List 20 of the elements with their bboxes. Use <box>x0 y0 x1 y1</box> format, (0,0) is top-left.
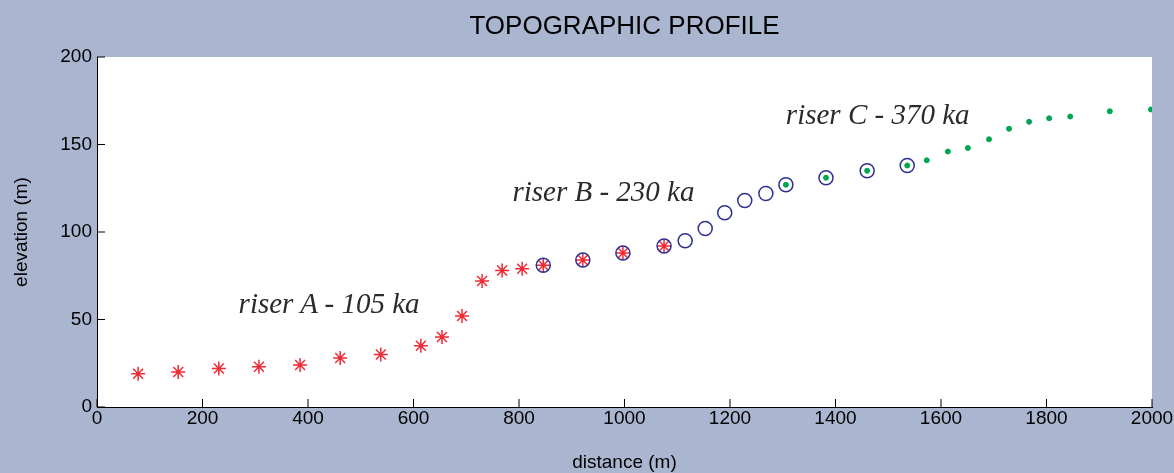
y-tick-label: 150 <box>60 132 92 154</box>
y-tick-label: 100 <box>60 220 92 242</box>
y-axis-title: elevation (m) <box>10 177 32 287</box>
annotation: riser A - 105 ka <box>238 287 420 320</box>
x-tick-label: 600 <box>397 406 430 428</box>
x-tick-label: 800 <box>503 406 535 428</box>
x-tick-label: 200 <box>186 406 219 428</box>
annotation: riser C - 370 ka <box>785 98 970 131</box>
chart-title: TOPOGRAPHIC PROFILE <box>469 10 780 41</box>
annotation: riser B - 230 ka <box>512 175 695 208</box>
x-tick-label: 1800 <box>1025 406 1068 428</box>
x-tick-label: 1200 <box>708 406 752 428</box>
x-tick-label: 400 <box>292 406 324 428</box>
x-axis-title: distance (m) <box>572 451 677 473</box>
y-tick-label: 200 <box>60 45 92 67</box>
y-tick-label: 50 <box>70 307 92 329</box>
x-tick-label: 1600 <box>919 406 963 428</box>
x-tick-label: 1400 <box>814 406 857 428</box>
x-tick-label: 2000 <box>1130 406 1174 428</box>
x-tick-label: 1000 <box>603 406 646 428</box>
